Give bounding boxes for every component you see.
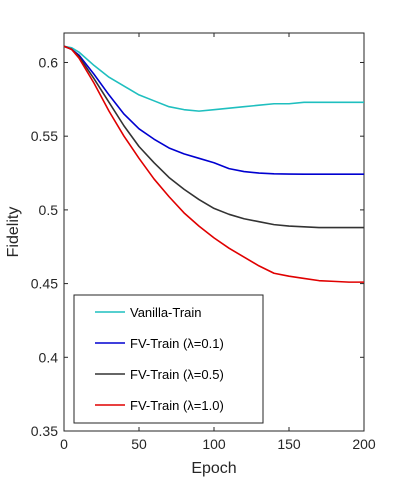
x-tick-label: 150: [277, 436, 301, 452]
series-line-1: [63, 45, 364, 112]
x-tick-label: 50: [131, 436, 147, 452]
x-tick-label: 100: [202, 436, 226, 452]
y-tick-label: 0.45: [31, 276, 58, 292]
series-line-2: [63, 45, 364, 176]
series-line-3: [63, 45, 364, 229]
axis-tick-labels: 0 50 100 150 200 0.35 0.4 0.45 0.5 0.55 0.6: [31, 54, 376, 452]
x-tick-label: 0: [60, 436, 68, 452]
x-tick-label: 200: [352, 436, 376, 452]
series-lines: [63, 45, 364, 283]
legend-label-1: Vanilla-Train: [130, 305, 202, 320]
legend: Vanilla-Train FV-Train (λ=0.1) FV-Train (λ…: [73, 294, 264, 424]
axis-ticks: [63, 33, 365, 432]
y-tick-label: 0.6: [39, 54, 59, 70]
legend-box: [73, 294, 264, 424]
legend-label-4: FV-Train (λ=1.0): [130, 398, 224, 413]
legend-label-2: FV-Train (λ=0.1): [130, 336, 224, 351]
series-line-4: [63, 45, 364, 283]
y-tick-label: 0.35: [31, 423, 58, 439]
y-axis-label: Fidelity: [5, 207, 22, 258]
legend-label-3: FV-Train (λ=0.5): [130, 367, 224, 382]
y-tick-label: 0.5: [39, 202, 59, 218]
y-tick-label: 0.55: [31, 128, 58, 144]
y-tick-label: 0.4: [39, 349, 59, 365]
x-axis-label: Epoch: [191, 460, 236, 477]
